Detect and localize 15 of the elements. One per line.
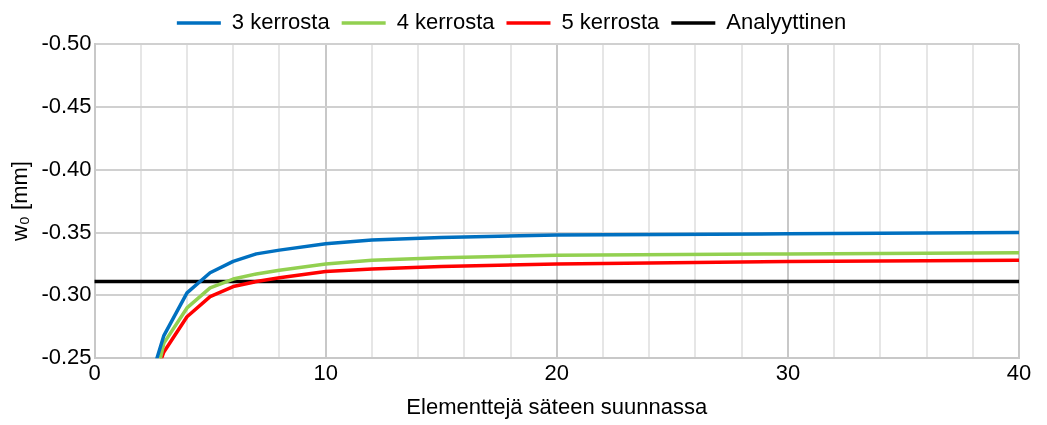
legend-label: 5 kerrosta <box>561 9 661 35</box>
legend-label: 4 kerrosta <box>396 9 496 35</box>
y-tick-label: -0.50 <box>41 30 92 56</box>
legend-label: 3 kerrosta <box>231 9 331 35</box>
y-tick-label: -0.30 <box>41 281 92 307</box>
y-axis-title: w₀ [mm] <box>7 161 33 243</box>
y-tick-label: -0.45 <box>41 92 92 118</box>
x-tick-label: 20 <box>544 360 570 386</box>
x-tick-label: 40 <box>1006 360 1032 386</box>
x-tick-label: 10 <box>313 360 338 386</box>
x-axis-title: Elementtejä säteen suunnassa <box>406 393 708 419</box>
x-tick-label: 30 <box>775 360 801 386</box>
y-tick-label: -0.35 <box>41 218 92 244</box>
legend-label: Analyyttinen <box>726 9 847 35</box>
y-tick-label: -0.40 <box>41 155 92 181</box>
